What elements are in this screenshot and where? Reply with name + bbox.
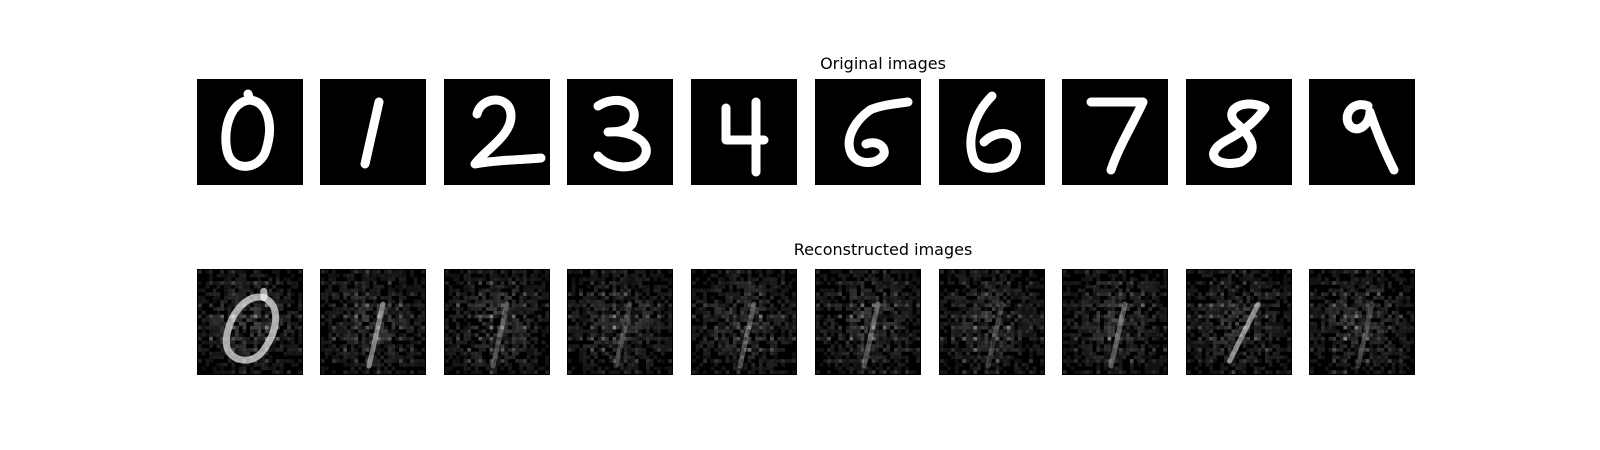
reconstruction-noise bbox=[940, 270, 1044, 374]
original-digit-image bbox=[1209, 99, 1270, 168]
reconstructed-digit-1 bbox=[320, 269, 426, 375]
reconstructed-digit-8 bbox=[1186, 269, 1292, 375]
original-digit-7 bbox=[1062, 79, 1168, 185]
ghost-stroke bbox=[1355, 301, 1375, 369]
reconstructed-digit-4 bbox=[691, 269, 797, 375]
ghost-stroke bbox=[613, 301, 633, 369]
ghost-stroke bbox=[490, 301, 510, 369]
reconstruction-noise bbox=[198, 270, 302, 374]
original-digit-3 bbox=[567, 79, 673, 185]
original-digit-1 bbox=[320, 79, 426, 185]
reconstructed-digit-image bbox=[1310, 270, 1414, 374]
digit-stroke bbox=[721, 103, 769, 145]
original-digit-image bbox=[1086, 97, 1148, 175]
digit-stroke bbox=[966, 91, 1021, 173]
reconstructed-digit-image bbox=[321, 270, 425, 374]
reconstruction-noise bbox=[692, 270, 796, 374]
original-digit-0 bbox=[197, 79, 303, 185]
original-digit-9 bbox=[1309, 79, 1415, 185]
ghost-stroke bbox=[1108, 301, 1128, 369]
ghost-stroke bbox=[222, 293, 280, 364]
digit-stroke bbox=[221, 95, 274, 171]
reconstructed-images-title: Reconstructed images bbox=[793, 240, 973, 259]
reconstructed-digit-7 bbox=[1062, 269, 1168, 375]
digit-stroke bbox=[1086, 97, 1148, 175]
digit-stroke bbox=[1342, 100, 1399, 175]
digit-stroke bbox=[243, 89, 255, 105]
reconstructed-digit-image bbox=[692, 270, 796, 374]
ghost-stroke bbox=[737, 301, 757, 369]
reconstructed-digit-0 bbox=[197, 269, 303, 375]
reconstructed-digit-image bbox=[1063, 270, 1167, 374]
original-digit-image bbox=[844, 97, 913, 167]
reconstruction-noise bbox=[816, 270, 920, 374]
reconstruction-noise bbox=[321, 270, 425, 374]
original-digit-8 bbox=[1186, 79, 1292, 185]
original-images-title: Original images bbox=[820, 54, 946, 73]
original-digit-image bbox=[593, 95, 651, 172]
digit-stroke bbox=[360, 97, 384, 169]
original-images-row bbox=[0, 79, 1600, 185]
digit-stroke bbox=[1209, 99, 1270, 168]
original-digit-5 bbox=[815, 79, 921, 185]
digit-stroke bbox=[844, 105, 889, 167]
reconstructed-digit-2 bbox=[444, 269, 550, 375]
original-digit-6 bbox=[939, 79, 1045, 185]
reconstructed-digit-image bbox=[1187, 270, 1291, 374]
digit-stroke bbox=[470, 95, 546, 169]
original-digit-image bbox=[221, 89, 274, 171]
original-digit-image bbox=[721, 97, 769, 177]
reconstructed-digit-3 bbox=[567, 269, 673, 375]
original-digit-image bbox=[1342, 100, 1399, 175]
reconstructed-images-row bbox=[0, 269, 1600, 375]
original-digit-image bbox=[966, 91, 1021, 173]
original-digit-image bbox=[360, 97, 384, 169]
ghost-stroke bbox=[260, 287, 268, 302]
reconstruction-noise bbox=[568, 270, 672, 374]
reconstruction-noise bbox=[445, 270, 549, 374]
ghost-stroke bbox=[366, 301, 386, 369]
ghost-stroke bbox=[861, 301, 881, 369]
reconstructed-digit-image bbox=[568, 270, 672, 374]
original-digit-image bbox=[470, 95, 546, 169]
reconstructed-digit-6 bbox=[939, 269, 1045, 375]
reconstructed-digit-image bbox=[816, 270, 920, 374]
ghost-stroke bbox=[985, 301, 1005, 369]
reconstruction-noise bbox=[1310, 270, 1414, 374]
reconstructed-digit-image bbox=[940, 270, 1044, 374]
reconstructed-digit-image bbox=[445, 270, 549, 374]
original-digit-4 bbox=[691, 79, 797, 185]
reconstructed-digit-5 bbox=[815, 269, 921, 375]
digit-stroke bbox=[865, 97, 913, 115]
reconstruction-noise bbox=[1063, 270, 1167, 374]
original-digit-2 bbox=[444, 79, 550, 185]
reconstructed-digit-image bbox=[198, 270, 302, 374]
digit-stroke bbox=[593, 95, 651, 172]
reconstruction-noise bbox=[1187, 270, 1291, 374]
ghost-stroke bbox=[1226, 301, 1261, 364]
reconstructed-digit-9 bbox=[1309, 269, 1415, 375]
